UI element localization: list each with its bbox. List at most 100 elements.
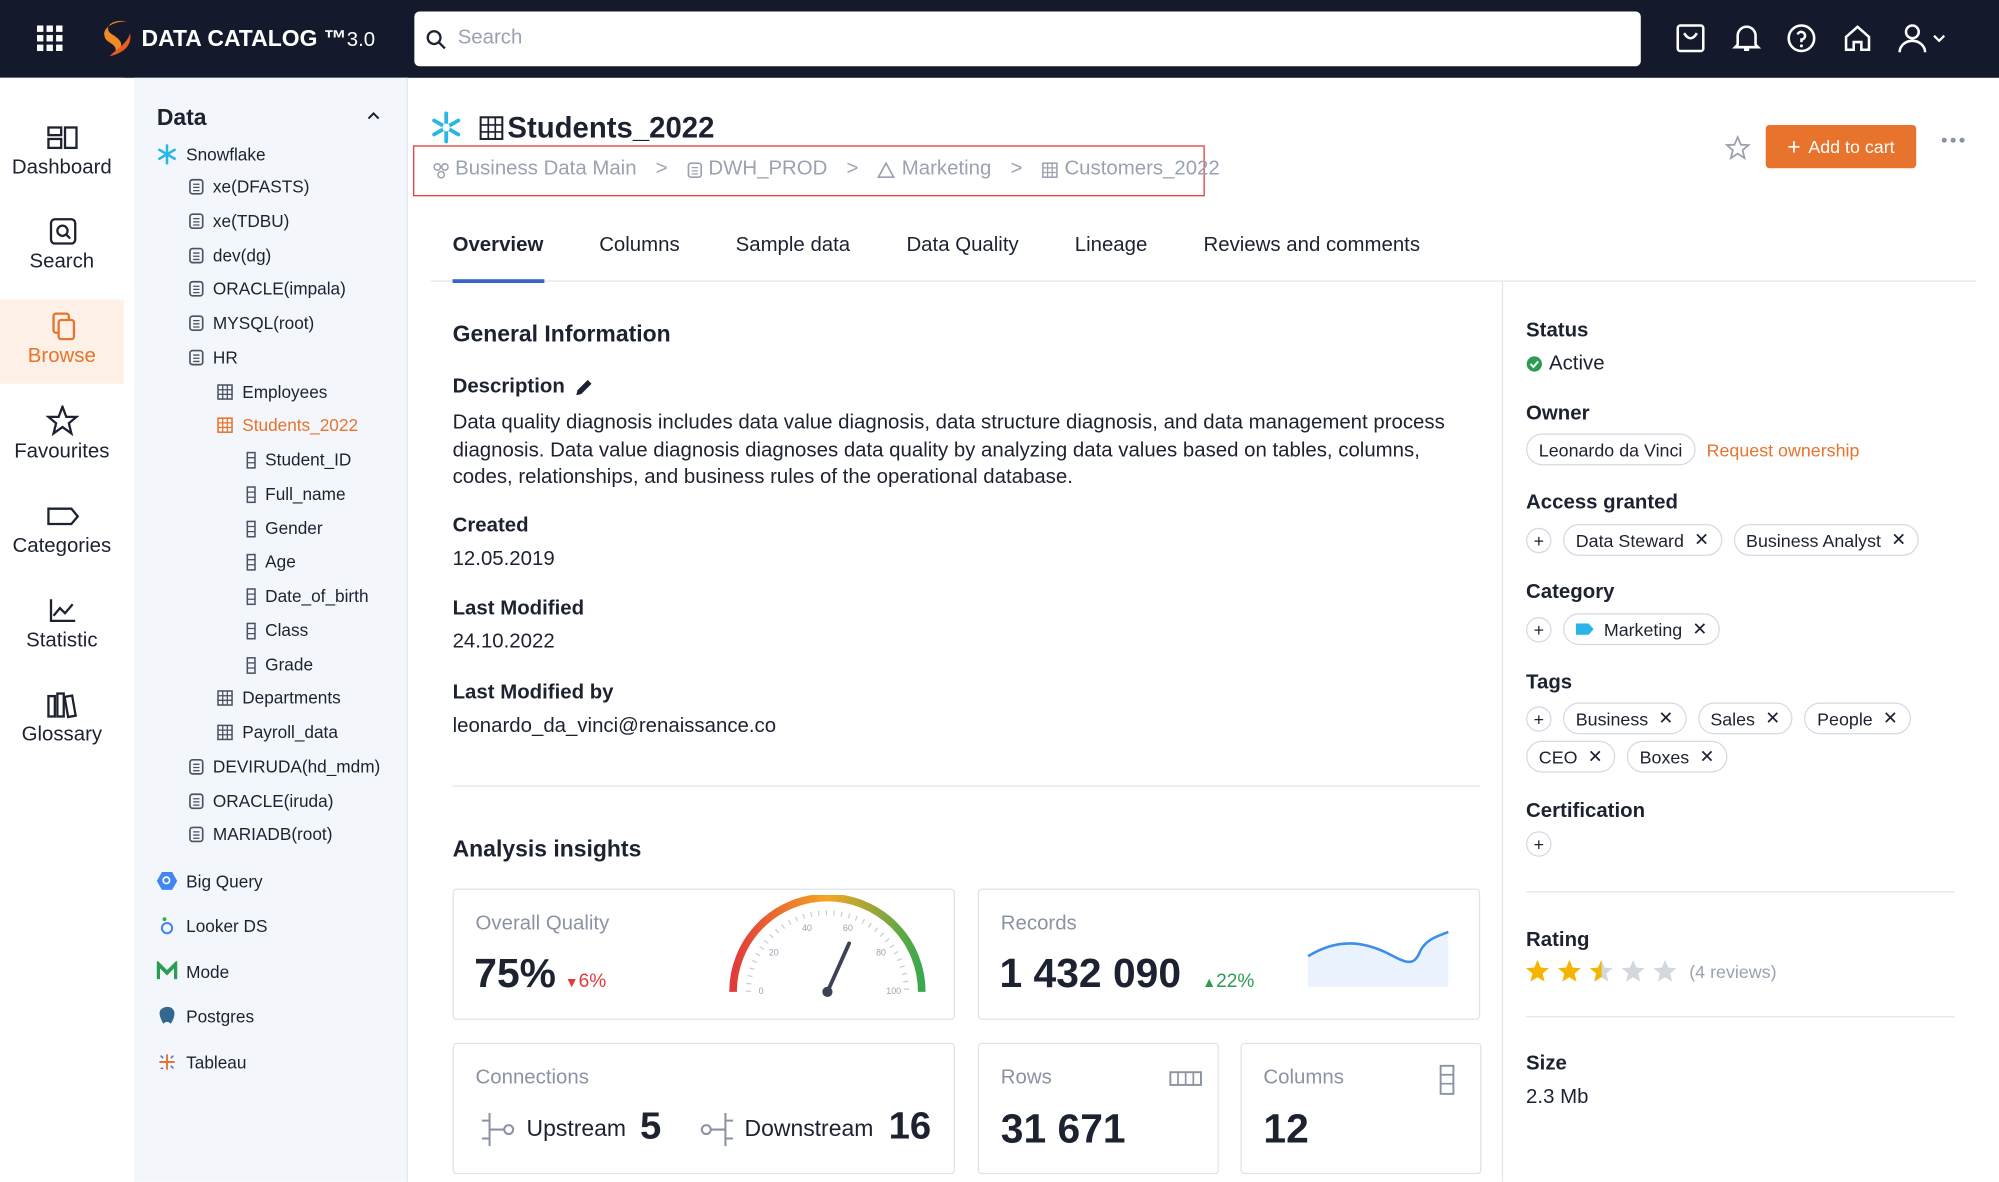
tree-item[interactable]: Postgres <box>157 1006 254 1026</box>
tree-item[interactable]: Employees <box>217 382 327 402</box>
breadcrumb-item[interactable]: DWH_PROD <box>687 158 827 181</box>
tree-item[interactable]: Gender <box>246 519 323 538</box>
tree-item[interactable]: Snowflake <box>157 144 266 165</box>
field-label: Last Modified by <box>452 682 614 704</box>
tree-item[interactable]: Mode <box>156 961 230 982</box>
chip-remove[interactable]: ✕ <box>1765 707 1781 728</box>
owner-chip[interactable]: Leonardo da Vinci <box>1526 433 1696 466</box>
tree-icon <box>158 144 176 165</box>
chip-remove[interactable]: ✕ <box>1658 707 1674 728</box>
tree-icon <box>189 793 204 810</box>
nav-label: Statistic <box>26 629 98 652</box>
breadcrumb-item[interactable]: Marketing <box>877 158 991 181</box>
page-title: Students_2022 <box>507 110 715 145</box>
search-box[interactable]: Search <box>414 11 1641 67</box>
tree-item[interactable]: dev(dg) <box>189 246 271 265</box>
tree-item[interactable]: Class <box>246 621 308 640</box>
connection-label: Downstream <box>744 1115 874 1142</box>
add-button[interactable]: + <box>1526 616 1552 642</box>
tree-label: ORACLE(iruda) <box>212 791 334 811</box>
tree-item[interactable]: Student_ID <box>246 450 351 469</box>
tree-item[interactable]: Departments <box>217 688 341 708</box>
chip-remove[interactable]: ✕ <box>1882 707 1898 728</box>
nav-item[interactable]: Search <box>0 218 124 302</box>
tree-item[interactable]: Students_2022 <box>217 416 358 435</box>
tab[interactable]: Reviews and comments <box>1203 234 1421 257</box>
chip[interactable]: Marketing ✕ <box>1563 613 1721 646</box>
tree-item[interactable]: Age <box>246 552 296 571</box>
request-ownership-link[interactable]: Request ownership <box>1706 439 1860 460</box>
tree-item[interactable]: xe(DFASTS) <box>189 177 310 196</box>
breadcrumb-item[interactable]: Customers_2022 <box>1041 158 1220 181</box>
tree-item[interactable]: Looker DS <box>157 915 267 935</box>
card-label: Connections <box>475 1067 589 1089</box>
tab[interactable]: Columns <box>599 234 680 257</box>
sidebar-label: Size <box>1526 1053 1567 1075</box>
chip[interactable]: People ✕ <box>1804 702 1911 735</box>
add-button[interactable]: + <box>1526 831 1552 857</box>
nav-item-active[interactable]: Browse <box>0 299 124 384</box>
tree-item[interactable]: Big Query <box>156 871 263 891</box>
breadcrumb-separator: > <box>655 158 668 180</box>
tab-active[interactable]: Overview <box>452 234 544 257</box>
tree-label: Mode <box>186 961 230 982</box>
nav-item[interactable]: Dashboard <box>0 124 124 208</box>
chip-remove[interactable]: ✕ <box>1587 745 1603 767</box>
tree-label: Student_ID <box>265 450 352 470</box>
chip[interactable]: CEO ✕ <box>1526 740 1616 773</box>
add-button[interactable]: + <box>1526 705 1552 732</box>
tree-item[interactable]: ORACLE(iruda) <box>189 791 334 811</box>
add-to-cart-button[interactable]: + Add to cart <box>1765 124 1917 169</box>
tab[interactable]: Sample data <box>735 234 851 257</box>
nav-item[interactable]: Favourites <box>0 405 124 489</box>
help-icon[interactable] <box>1786 23 1817 54</box>
columns-card: Columns 12 <box>1240 1042 1482 1175</box>
chip[interactable]: Sales ✕ <box>1697 702 1793 735</box>
breadcrumb-item[interactable]: Business Data Main <box>432 158 637 181</box>
sidebar-divider <box>1501 281 1504 1182</box>
favourite-star[interactable] <box>1724 135 1751 161</box>
tree-label: DEVIRUDA(hd_mdm) <box>212 757 381 777</box>
user-menu[interactable] <box>1897 22 1948 55</box>
tree-item[interactable]: MARIADB(root) <box>189 825 332 844</box>
chip-remove[interactable]: ✕ <box>1694 529 1710 550</box>
section-title: Analysis insights <box>452 836 642 862</box>
tab[interactable]: Lineage <box>1074 234 1148 257</box>
apps-icon[interactable] <box>36 25 63 51</box>
more-menu[interactable] <box>1940 136 1965 144</box>
chip-remove[interactable]: ✕ <box>1692 618 1708 639</box>
tree-item[interactable]: Payroll_data <box>217 723 338 742</box>
tree-item[interactable]: xe(TDBU) <box>189 212 289 231</box>
tab[interactable]: Data Quality <box>906 234 1019 257</box>
chip-remove[interactable]: ✕ <box>1699 745 1715 767</box>
tree-item[interactable]: ORACLE(impala) <box>189 279 346 298</box>
tree-item[interactable]: Date_of_birth <box>246 586 369 606</box>
collapse-icon[interactable] <box>366 110 381 123</box>
connection-value: 16 <box>888 1105 932 1148</box>
review-count[interactable]: (4 reviews) <box>1689 961 1777 982</box>
bell-icon[interactable] <box>1731 23 1762 54</box>
edit-icon[interactable] <box>574 377 594 397</box>
home-icon[interactable] <box>1842 23 1873 54</box>
nav-item[interactable]: Statistic <box>0 597 124 681</box>
nav-item[interactable]: Categories <box>0 502 124 586</box>
tree-item[interactable]: MYSQL(root) <box>189 314 314 333</box>
chip-remove[interactable]: ✕ <box>1891 529 1907 550</box>
chip-label: Boxes <box>1639 746 1690 767</box>
tree-item[interactable]: DEVIRUDA(hd_mdm) <box>189 757 381 777</box>
chip[interactable]: Business ✕ <box>1563 702 1687 735</box>
tree-item[interactable]: HR <box>189 348 238 367</box>
cart-icon[interactable] <box>1675 23 1706 54</box>
chip[interactable]: Data Steward ✕ <box>1563 523 1722 556</box>
chip[interactable]: Boxes ✕ <box>1626 740 1728 773</box>
sidebar-divider-line <box>1526 891 1955 893</box>
access-chips: + Data Steward ✕ Business Analyst ✕ <box>1526 523 1921 556</box>
tree-item[interactable]: Tableau <box>157 1052 246 1072</box>
add-button[interactable]: + <box>1526 527 1552 553</box>
tree-item[interactable]: Grade <box>246 655 313 674</box>
tree-item[interactable]: Full_name <box>246 484 346 504</box>
sidebar-label: Access granted <box>1526 492 1678 514</box>
chip[interactable]: Business Analyst ✕ <box>1733 523 1919 556</box>
nav-item[interactable]: Glossary <box>0 691 124 775</box>
